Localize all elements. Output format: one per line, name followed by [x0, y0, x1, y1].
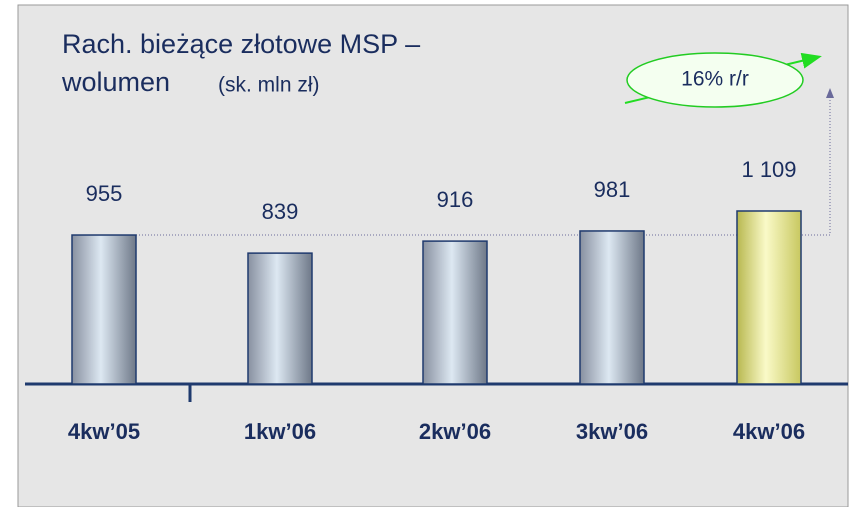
- x-tick-label: 4kw’06: [733, 419, 805, 444]
- x-tick-label: 2kw’06: [419, 419, 491, 444]
- value-label: 839: [262, 199, 299, 224]
- chart-subtitle: (sk. mln zł): [218, 74, 320, 97]
- bar: [247, 252, 313, 385]
- value-label: 1 109: [741, 157, 796, 182]
- reference-line: [100, 88, 834, 236]
- annotation-bubble: [626, 52, 804, 108]
- value-label: 955: [86, 181, 123, 206]
- bar: [579, 230, 645, 385]
- bar: [422, 240, 488, 385]
- x-tick-label: 1kw’06: [244, 419, 316, 444]
- x-tick-label: 4kw’05: [68, 419, 140, 444]
- bar: [71, 234, 137, 385]
- value-label: 981: [594, 177, 631, 202]
- chart-title: wolumen: [61, 67, 170, 97]
- chart-title: Rach. bieżące złotowe MSP –: [62, 29, 420, 59]
- annotation: 16% r/r: [681, 68, 749, 91]
- x-tick-label: 3kw’06: [576, 419, 648, 444]
- value-label: 916: [437, 187, 474, 212]
- bar: [736, 210, 802, 385]
